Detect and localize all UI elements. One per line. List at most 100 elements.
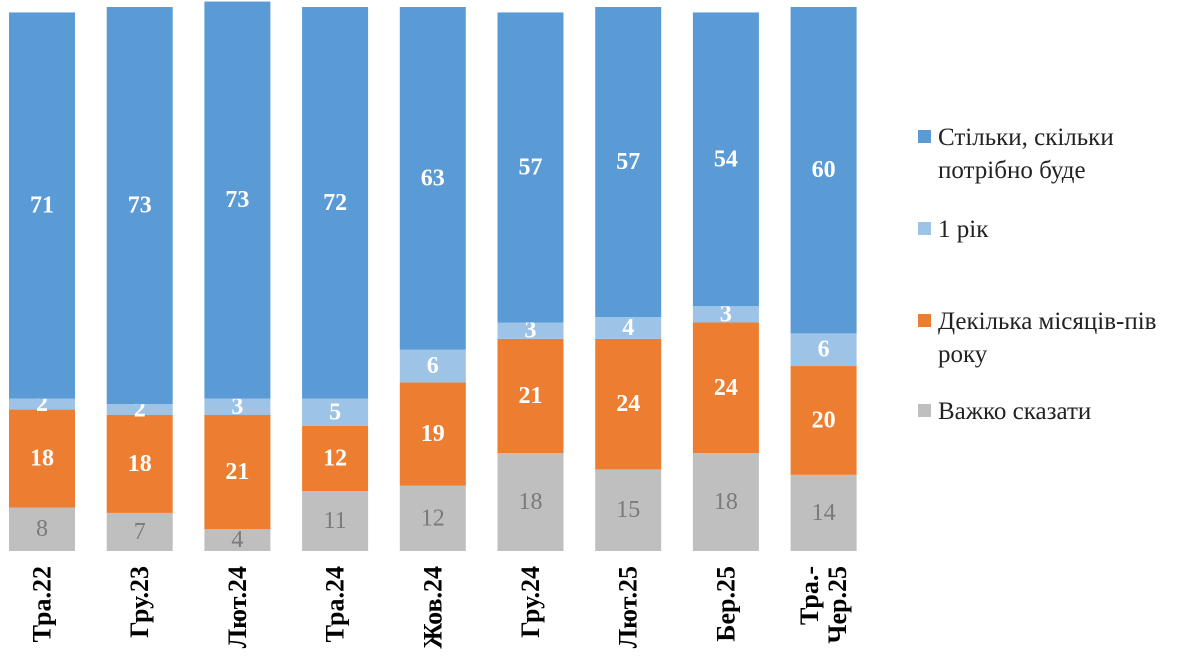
data-label: 21 [225, 459, 249, 485]
bar-segment [204, 398, 271, 415]
bars-layer: 8182717182734213731112572121966318213571… [9, 1, 857, 553]
bar-segment [497, 453, 564, 551]
category-label: Жов.24 [418, 566, 447, 649]
data-label: 4 [622, 315, 634, 341]
legend-swatch [918, 404, 931, 417]
legend: Стільки, скільки потрібно буде 1 рік Декіль… [918, 124, 1156, 425]
bar-segment [790, 366, 857, 475]
data-label: 8 [36, 516, 48, 542]
category-label: Лют.25 [614, 566, 643, 648]
bar-segment [790, 7, 857, 334]
data-label: 63 [421, 165, 445, 191]
bar-segment [9, 12, 75, 399]
data-label: 18 [519, 489, 543, 515]
bar-segment [9, 409, 75, 508]
category-label-text: Тра.- [795, 566, 824, 625]
bar-segment [790, 474, 857, 551]
bar-segment [399, 349, 466, 383]
data-label: 6 [818, 337, 830, 363]
category-label-text: Жов.24 [418, 566, 447, 649]
category-label-text: Гру.24 [516, 566, 545, 638]
category-label: Тра.- Чер.25 [795, 566, 852, 644]
category-label-text: Чер.25 [823, 566, 852, 644]
data-label: 4 [231, 527, 243, 553]
category-label: Гру.23 [125, 566, 154, 638]
data-label: 18 [128, 451, 152, 477]
data-label: 18 [714, 489, 738, 515]
category-label-text: Тра.22 [28, 566, 57, 642]
legend-entry: Декілька місяців-пів року [918, 308, 1156, 368]
bar-segment [595, 7, 662, 318]
bar-segment [106, 404, 173, 415]
data-label: 54 [714, 146, 738, 172]
category-label: Тра.24 [321, 566, 350, 642]
bar-segment [595, 338, 662, 470]
category-label-text: Лют.24 [223, 566, 252, 648]
legend-label: Стільки, скільки потрібно буде [938, 124, 1114, 184]
data-label: 18 [30, 446, 54, 472]
bar-segment [106, 415, 173, 513]
data-label: 15 [616, 497, 640, 523]
bar-segment [204, 415, 271, 530]
data-label: 14 [812, 500, 836, 526]
category-label: Гру.24 [516, 566, 545, 638]
bar-segment [399, 7, 466, 350]
legend-label: Важко сказати [938, 398, 1091, 425]
data-label: 3 [231, 394, 243, 420]
data-label: 57 [616, 149, 640, 175]
category-label-text: Лют.25 [614, 566, 643, 648]
bar-segment [595, 317, 662, 339]
bar-segment [497, 12, 564, 323]
bar-segment [302, 425, 369, 492]
bar-segment [9, 507, 75, 551]
category-axis-labels: Тра.22 Гру.23 Лют.24 Тра.24 Жов.24 Гру.24 Лют.… [28, 566, 853, 649]
data-label: 73 [225, 187, 249, 213]
bar-segment [497, 322, 564, 339]
bar-segment [399, 382, 466, 486]
category-label-text: Гру.23 [125, 566, 154, 638]
bar-segment [204, 1, 271, 399]
bar-segment [302, 398, 369, 426]
bar-segment [106, 512, 173, 551]
category-label-text: Бер.25 [711, 566, 740, 642]
data-label: 11 [324, 508, 347, 534]
bar-segment [692, 453, 759, 551]
bar-segment [302, 7, 369, 399]
bar-segment [106, 7, 173, 405]
bar-segment [302, 491, 369, 551]
data-label: 3 [720, 301, 732, 327]
bar-segment [595, 469, 662, 551]
bar-segment [692, 322, 759, 454]
data-label: 12 [323, 446, 347, 472]
category-label: Тра.22 [28, 566, 57, 642]
data-label: 73 [128, 193, 152, 219]
legend-entry: 1 рік [918, 216, 989, 243]
data-label: 57 [519, 154, 543, 180]
data-label: 72 [323, 190, 347, 216]
category-label-text: Тра.24 [321, 566, 350, 642]
legend-swatch [918, 222, 931, 235]
legend-label: 1 рік [938, 216, 989, 243]
bar-segment [204, 529, 271, 551]
data-label: 21 [519, 383, 543, 409]
data-label: 24 [714, 375, 738, 401]
bar-segment [692, 12, 759, 307]
legend-swatch [918, 130, 931, 143]
legend-swatch [918, 314, 931, 327]
category-label: Бер.25 [711, 566, 740, 642]
legend-entry: Стільки, скільки потрібно буде [918, 124, 1114, 184]
data-label: 12 [421, 505, 445, 531]
data-label: 7 [134, 519, 146, 545]
category-label: Лют.24 [223, 566, 252, 648]
data-label: 6 [427, 353, 439, 379]
data-label: 71 [30, 193, 54, 219]
data-label: 24 [616, 391, 640, 417]
data-label: 19 [421, 421, 445, 447]
data-label: 60 [812, 157, 836, 183]
bar-segment [9, 398, 75, 410]
data-label: 5 [329, 399, 341, 425]
bar-segment [399, 485, 466, 551]
legend-label: Декілька місяців-пів року [938, 308, 1156, 368]
